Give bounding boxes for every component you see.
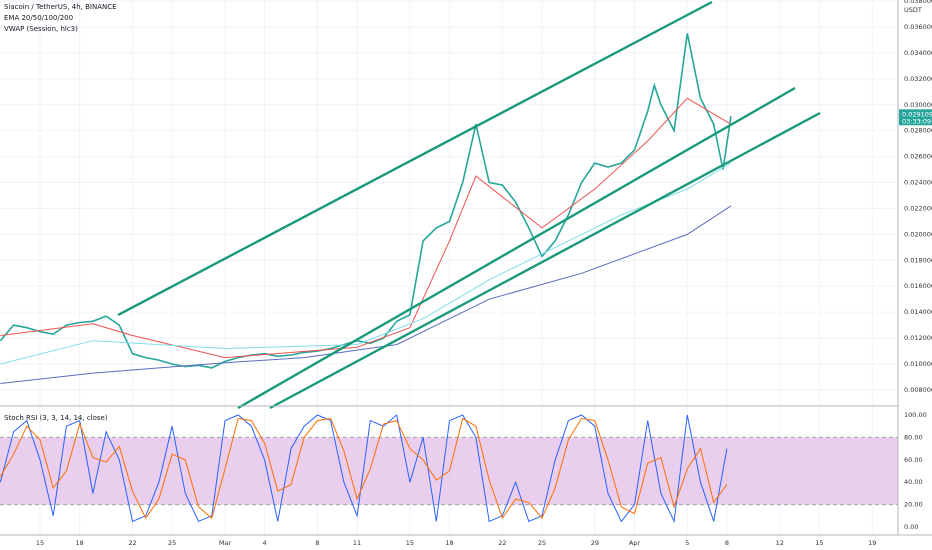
line-series	[0, 414, 728, 524]
channel-upper	[117, 0, 713, 317]
time-tick-label: 11	[353, 539, 361, 547]
line-series	[0, 97, 732, 359]
last-price-tag	[899, 109, 932, 126]
price-tick-label: 0.012000	[904, 334, 932, 342]
price-tick-label: 0.008000	[904, 386, 932, 394]
indicator-label: EMA 20/50/100/200	[4, 14, 73, 22]
price-tick-label: 0.018000	[904, 256, 932, 264]
price-tick-label: 0.024000	[904, 179, 932, 187]
stoch-tick-label: 60.00	[904, 456, 923, 464]
line-series	[0, 417, 728, 520]
time-tick-label: 18	[445, 539, 453, 547]
price-tick-label: 0.034000	[904, 49, 932, 57]
trendlines	[117, 0, 821, 410]
price-tick-label: 0.022000	[904, 204, 932, 212]
time-tick-label: 12	[776, 539, 784, 547]
stoch-tick-label: 0.00	[904, 523, 918, 531]
line-series	[0, 33, 732, 369]
price-tick-label: 0.014000	[904, 308, 932, 316]
time-tick-label: 25	[168, 539, 176, 547]
stoch-tick-label: 80.00	[904, 433, 923, 441]
time-tick-label: 15	[406, 539, 414, 547]
price-tick-label: 0.026000	[904, 153, 932, 161]
time-tick-label: 29	[591, 539, 599, 547]
symbol-title: Siacoin / TetherUS, 4h, BINANCE	[4, 3, 117, 11]
countdown-label: 03:33:09	[902, 117, 931, 125]
price-tick-label: 0.032000	[904, 75, 932, 83]
time-tick-label: 22	[128, 539, 136, 547]
price-tick-label: 0.010000	[904, 360, 932, 368]
price-tick-label: 0.020000	[904, 230, 932, 238]
time-tick-label: 5	[685, 539, 689, 547]
price-tick-label: 0.016000	[904, 282, 932, 290]
time-tick-label: 19	[868, 539, 876, 547]
time-tick-label: Mar	[219, 539, 232, 547]
stoch-tick-label: 40.00	[904, 478, 923, 486]
time-tick-label: 4	[263, 539, 267, 547]
indicator-label: VWAP (Session, hlc3)	[4, 25, 78, 33]
currency-label: USDT	[904, 6, 922, 14]
labels: 0.008000 0.010000 0.012000 0.014000 0.016000…	[36, 0, 932, 547]
channel-lower	[269, 111, 821, 410]
price-tick-label: 0.038000	[904, 0, 932, 5]
time-tick-label: 25	[538, 539, 546, 547]
price-tick-label: 0.036000	[904, 23, 932, 31]
last-price-label: 0.029109	[902, 110, 932, 118]
time-tick-label: 22	[498, 539, 506, 547]
time-tick-label: 8	[725, 539, 729, 547]
channel-middle	[237, 86, 796, 410]
stoch-tick-label: 20.00	[904, 501, 923, 509]
price-tick-label: 0.030000	[904, 101, 932, 109]
time-tick-label: 15	[36, 539, 44, 547]
time-tick-label: 18	[76, 539, 84, 547]
price-tick-label: 0.028000	[904, 127, 932, 135]
line-series	[0, 205, 732, 384]
time-tick-label: Apr	[629, 539, 641, 547]
time-tick-label: 15	[815, 539, 823, 547]
stoch-title: Stoch RSI (3, 3, 14, 14, close)	[4, 414, 108, 422]
time-tick-label: 8	[315, 539, 319, 547]
stoch-tick-label: 100.00	[904, 411, 927, 419]
